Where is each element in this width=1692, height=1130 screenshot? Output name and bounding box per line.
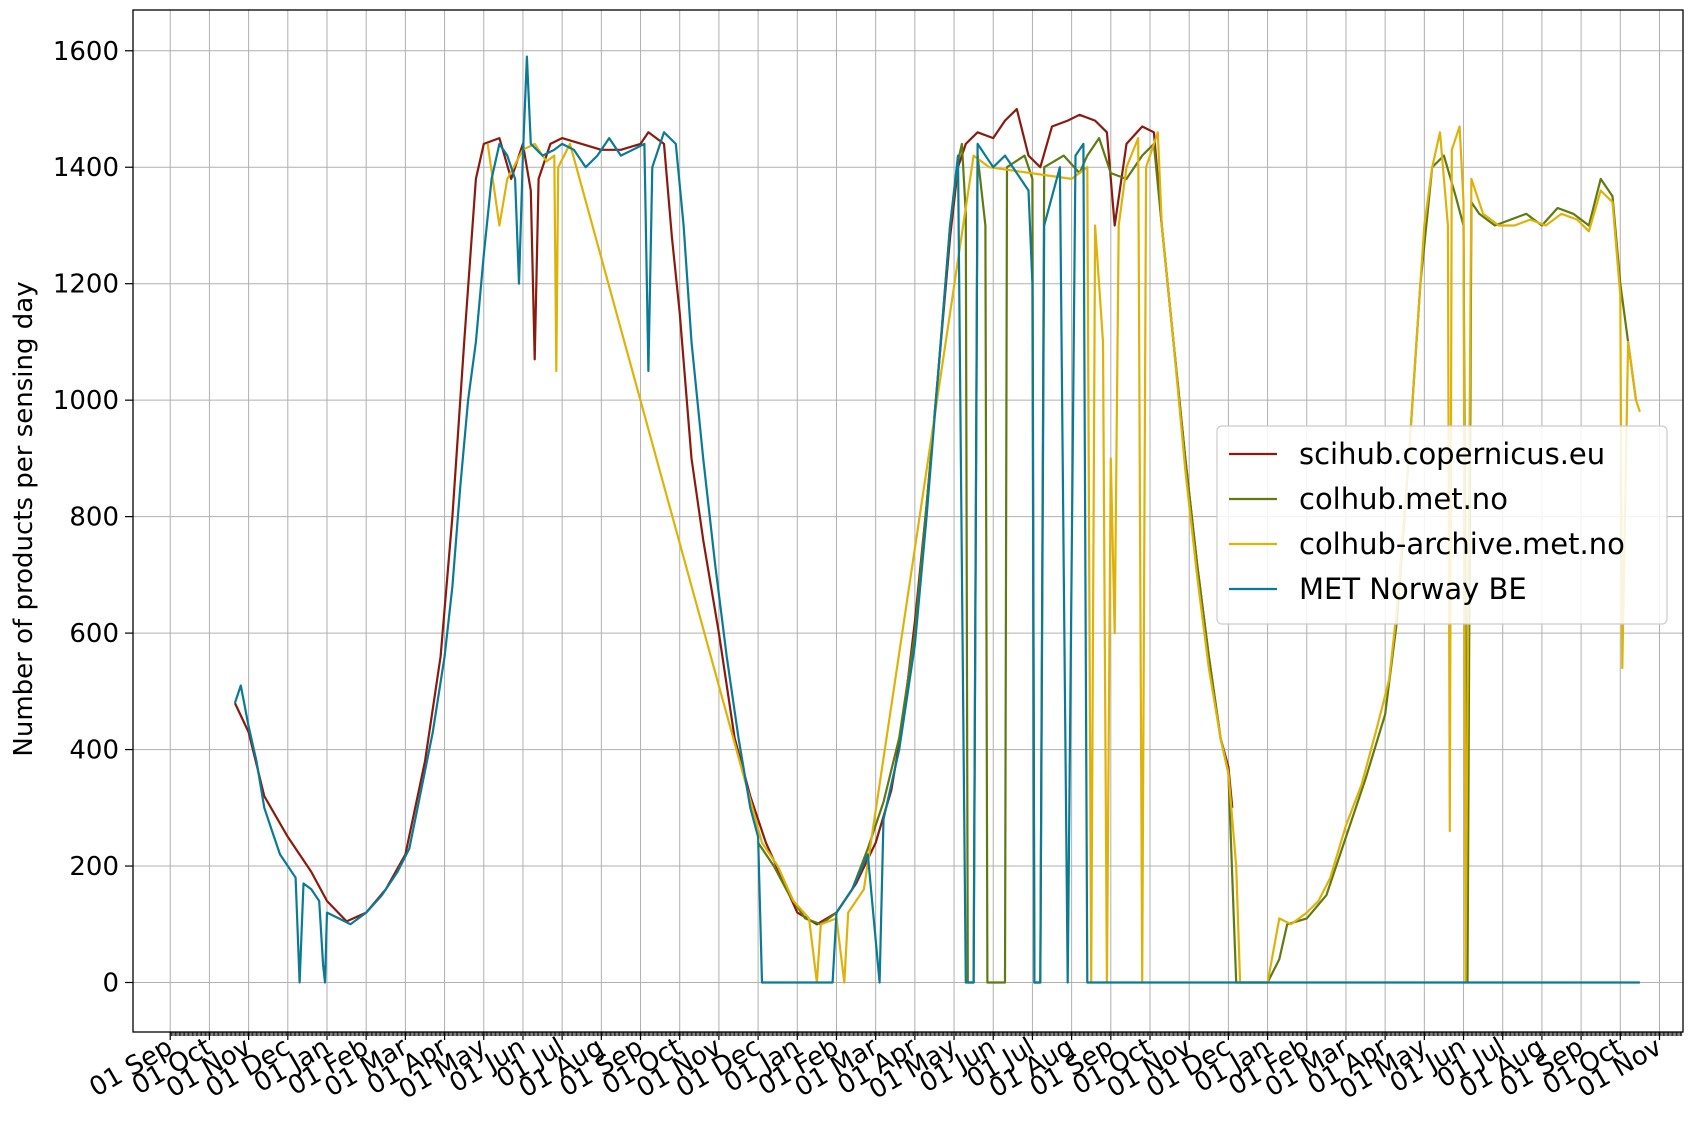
y-tick-label: 200 xyxy=(69,852,119,882)
y-tick-label: 1600 xyxy=(53,37,119,67)
y-tick-label: 1000 xyxy=(53,386,119,416)
legend-label: scihub.copernicus.eu xyxy=(1299,437,1605,471)
grid-lines xyxy=(133,10,1683,1032)
legend-box xyxy=(1216,425,1668,625)
y-axis-ticks: 0 200 400 600 800 1000 1200 1400 1600 xyxy=(53,37,133,999)
series-line xyxy=(233,107,1234,926)
legend: scihub.copernicus.eu colhub.met.no colhub-… xyxy=(1216,425,1668,625)
plot-frame xyxy=(132,9,1684,1033)
series-line xyxy=(233,55,1640,984)
legend-label: colhub-archive.met.no xyxy=(1299,527,1625,561)
y-tick-label: 400 xyxy=(69,736,119,766)
legend-label: MET Norway BE xyxy=(1299,572,1527,606)
y-tick-label: 1200 xyxy=(53,270,119,300)
plot-area xyxy=(233,55,1641,984)
series-line xyxy=(486,125,1641,984)
y-axis-label: Number of products per sensing day xyxy=(9,281,39,756)
y-tick-label: 600 xyxy=(69,619,119,649)
y-tick-label: 1400 xyxy=(53,153,119,183)
y-tick-label: 800 xyxy=(69,503,119,533)
legend-label: colhub.met.no xyxy=(1299,482,1508,516)
y-tick-label: 0 xyxy=(102,969,119,999)
